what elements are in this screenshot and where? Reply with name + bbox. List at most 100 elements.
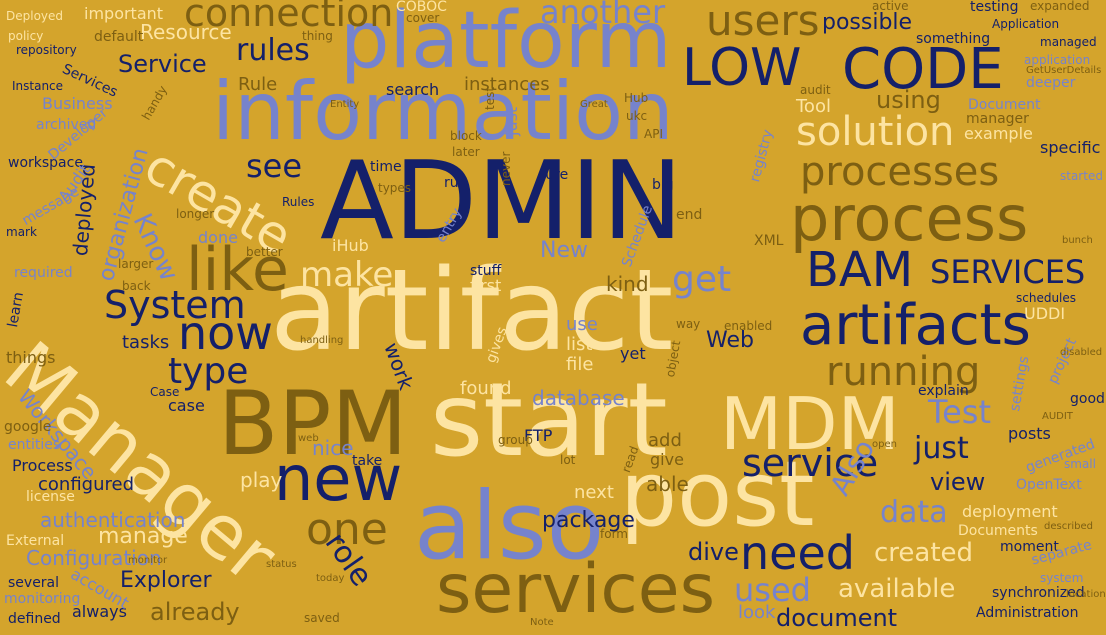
word-cloud-word: location: [1066, 589, 1106, 600]
word-cloud-word: Rules: [282, 195, 315, 209]
word-cloud-word: Rule: [238, 74, 278, 95]
word-cloud-word: case: [168, 396, 205, 415]
word-cloud-word: used: [734, 571, 811, 609]
word-cloud-word: also: [414, 472, 605, 581]
word-cloud-word: External: [6, 533, 65, 549]
word-cloud-word: dive: [688, 538, 739, 566]
word-cloud-word: longer: [176, 207, 215, 221]
word-cloud-word: database: [532, 386, 625, 410]
word-cloud-word: Tool: [796, 96, 831, 117]
word-cloud-word: big: [652, 177, 674, 193]
word-cloud-word: Deployed: [6, 9, 64, 23]
word-cloud-word: one: [306, 504, 388, 555]
word-cloud-word: see: [246, 147, 303, 185]
word-cloud-word: Administration: [976, 605, 1079, 621]
word-cloud-word: document: [776, 604, 898, 632]
word-cloud-word: specific: [1040, 138, 1101, 157]
word-cloud-word: small: [1064, 457, 1096, 471]
word-cloud-word: Documents: [958, 523, 1038, 539]
word-cloud-word: bunch: [1062, 235, 1093, 246]
word-cloud-word: license: [26, 489, 75, 505]
word-cloud-word: active: [872, 0, 909, 13]
word-cloud-word: already: [150, 598, 240, 626]
word-cloud-word: mark: [6, 225, 37, 239]
word-cloud-word: list: [566, 334, 593, 355]
word-cloud-word: lot: [560, 453, 576, 467]
word-cloud-word: schedules: [1016, 291, 1077, 305]
word-cloud-word: handy: [139, 83, 170, 123]
word-cloud-word: end: [676, 207, 703, 223]
word-cloud-word: available: [838, 574, 956, 604]
word-cloud-word: cover: [406, 11, 440, 25]
word-cloud-word: enabled: [724, 319, 773, 333]
word-cloud-word: view: [930, 468, 986, 496]
word-cloud-word: Note: [530, 617, 554, 628]
word-cloud-word: possible: [822, 10, 913, 35]
word-cloud-word: application: [1024, 53, 1091, 67]
word-cloud-word: System: [104, 283, 246, 327]
word-cloud-word: OpenText: [1016, 477, 1082, 493]
word-cloud-word: post: [620, 442, 815, 547]
word-cloud-word: Resource: [140, 20, 232, 44]
word-cloud-word: time: [370, 159, 402, 175]
word-cloud-word: SERVICES: [930, 253, 1086, 291]
word-cloud-word: ukc: [626, 109, 648, 123]
word-cloud-word: status: [266, 559, 297, 570]
word-cloud-word: archived: [36, 117, 97, 133]
word-cloud-word: New: [540, 238, 588, 263]
word-cloud-word: disabled: [1060, 347, 1103, 358]
word-cloud-word: Entity: [330, 99, 360, 110]
word-cloud-word: package: [542, 508, 635, 533]
word-cloud-word: need: [740, 526, 855, 580]
word-cloud-word: GetUserDetails: [1026, 65, 1102, 76]
word-cloud-word: artifact: [270, 246, 674, 376]
word-cloud-word: project: [1045, 335, 1081, 387]
word-cloud-word: file: [566, 354, 594, 375]
word-cloud-word: Hub: [624, 91, 649, 105]
word-cloud-word: Know: [126, 209, 184, 286]
word-cloud-word: handling: [300, 335, 344, 346]
word-cloud-word: API: [644, 127, 663, 141]
word-cloud-word: artifacts: [800, 293, 1031, 358]
word-cloud-word: tasks: [122, 332, 170, 353]
word-cloud-word: start: [430, 361, 668, 480]
word-cloud-word: processes: [800, 149, 1000, 195]
word-cloud-word: add: [648, 430, 682, 451]
word-cloud-word: sure: [538, 167, 569, 183]
word-cloud-word: back: [122, 279, 151, 293]
word-cloud-word: next: [574, 482, 614, 503]
word-cloud-word: something: [916, 31, 991, 47]
word-cloud-word: iHub: [332, 236, 369, 255]
word-cloud-word: expanded: [1030, 0, 1090, 13]
word-cloud-word: service: [742, 441, 879, 485]
word-cloud-word: open: [872, 439, 897, 450]
word-cloud-word: play: [240, 468, 283, 492]
word-cloud-word: Instance: [12, 79, 64, 93]
word-cloud-word: monitor: [128, 555, 168, 566]
word-cloud-word: yet: [620, 344, 646, 363]
word-cloud-word: important: [84, 4, 164, 23]
word-cloud-word: Configuration: [26, 546, 162, 570]
word-cloud-word: several: [8, 575, 60, 591]
word-cloud-word: never: [499, 151, 513, 186]
word-cloud-word: look: [738, 602, 776, 623]
word-cloud-word: example: [964, 124, 1033, 143]
word-cloud-word: ADMIN: [320, 139, 683, 264]
word-cloud-word: get: [672, 259, 732, 300]
word-cloud-word: deeper: [1026, 75, 1076, 91]
word-cloud-word: default: [94, 29, 144, 45]
word-cloud-word: give: [650, 450, 684, 469]
word-cloud-word: data: [880, 495, 948, 530]
word-cloud-word: rules: [236, 33, 310, 68]
word-cloud-word: run: [444, 175, 468, 191]
word-cloud-word: monitoring: [4, 591, 81, 607]
word-cloud-word: better: [246, 245, 283, 259]
word-cloud-word: make: [300, 255, 394, 295]
word-cloud-word: defined: [8, 611, 61, 627]
word-cloud-word: CODE: [842, 37, 1004, 102]
word-cloud-word: thing: [302, 29, 333, 43]
word-cloud-word: COBOC: [396, 0, 447, 15]
word-cloud-word: things: [6, 348, 56, 367]
word-cloud-word: configured: [38, 474, 134, 495]
word-cloud-word: posts: [1008, 424, 1051, 443]
